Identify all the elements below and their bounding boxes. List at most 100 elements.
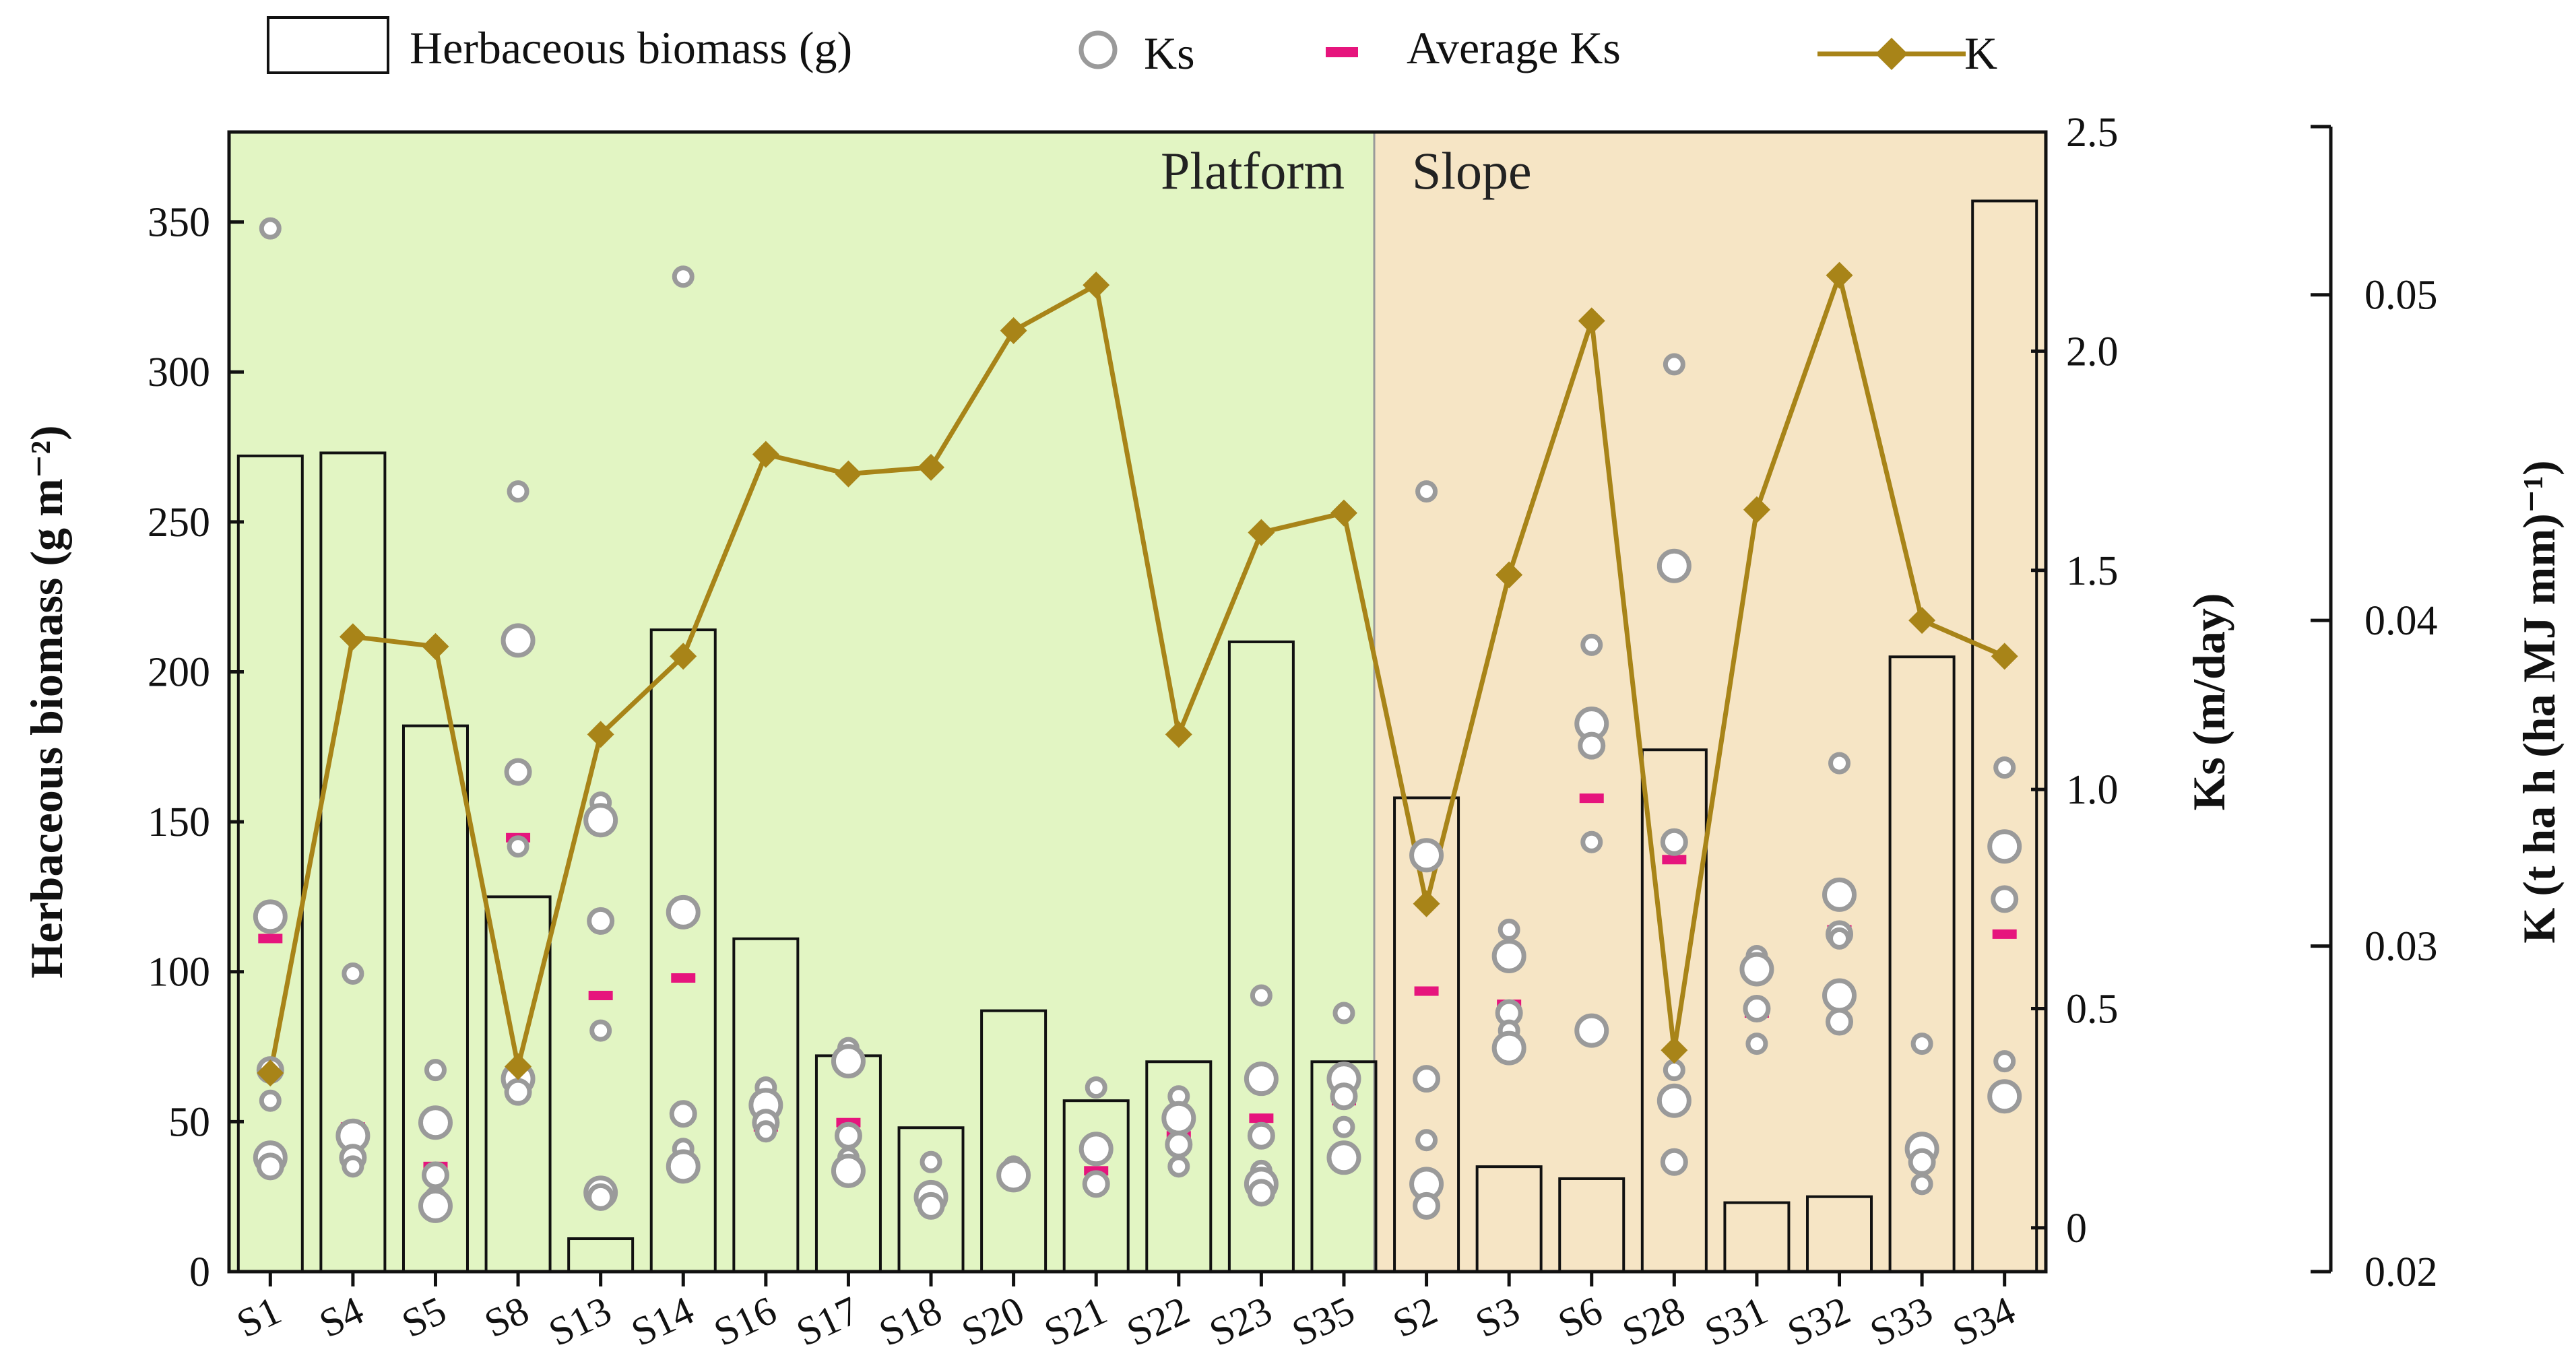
ks-point-S33-3 — [1910, 1173, 1933, 1196]
legend-biomass-label: Herbaceous biomass (g) — [410, 22, 852, 73]
ks-point-S28-1 — [1656, 548, 1692, 583]
ks-point-S22-1 — [1161, 1101, 1196, 1136]
ks-point-S32-5 — [1826, 1008, 1854, 1036]
ks-point-S23-0 — [1250, 984, 1273, 1007]
k-marker-S14 — [670, 643, 697, 670]
k-line-path — [267, 273, 2006, 1074]
ks-point-S1-5 — [256, 1152, 284, 1181]
ks-point-S6-0 — [1580, 633, 1603, 656]
ks-point-S2-5 — [1413, 1191, 1441, 1220]
k-marker-S8 — [505, 1053, 532, 1080]
ks-point-S34-4 — [1987, 1079, 2022, 1114]
ks-point-S32-4 — [1822, 978, 1857, 1013]
k-marker-S31 — [1743, 496, 1770, 523]
ks-axis: 0 0.5 1.0 1.5 2.0 2.5 — [2031, 110, 2119, 1251]
ks-point-S8-1 — [501, 623, 536, 658]
ks-point-S31-2 — [1743, 995, 1771, 1023]
ks-point-S13-1 — [583, 803, 618, 838]
ks-tick-label-5: 2.5 — [2066, 110, 2119, 156]
ks-point-S13-5 — [587, 1183, 615, 1211]
plot-frame — [227, 130, 2048, 1274]
left-tick-label-1: 50 — [168, 1099, 210, 1145]
k-series-markers — [257, 261, 2018, 1087]
ks-point-S6-2 — [1578, 731, 1606, 760]
legend: Herbaceous biomass (g) Ks Average Ks K — [267, 16, 1997, 79]
ks-tick-label-1: 0.5 — [2066, 987, 2119, 1033]
k-marker-S2 — [1413, 890, 1440, 917]
ks-point-S23-5 — [1247, 1179, 1275, 1207]
ks-point-S8-3 — [507, 835, 529, 858]
ks-point-S22-2 — [1165, 1130, 1193, 1158]
legend-average-ks-marker — [1326, 47, 1358, 57]
slope-region — [1374, 132, 2046, 1272]
left-tick-label-3: 150 — [148, 799, 210, 845]
ks-point-S31-1 — [1739, 952, 1774, 987]
ks-tick-label-4: 2.0 — [2066, 329, 2119, 374]
ks-point-S3-0 — [1498, 918, 1520, 941]
ks-point-S14-2 — [669, 1100, 697, 1128]
k-axis: 0.02 0.03 0.04 0.05 — [2311, 125, 2438, 1295]
ks-point-S18-0 — [920, 1150, 942, 1173]
ks-point-S3-1 — [1491, 938, 1526, 973]
k-marker-S35 — [1330, 499, 1357, 527]
k-marker-S16 — [752, 440, 779, 468]
ks-tick-label-0: 0 — [2066, 1206, 2087, 1251]
legend-ks-label: Ks — [1144, 28, 1195, 79]
ks-point-S28-0 — [1663, 353, 1685, 376]
ks-point-S32-3 — [1828, 927, 1851, 950]
ks-point-S23-1 — [1244, 1061, 1279, 1097]
k-marker-S22 — [1165, 721, 1192, 748]
left-tick-label-5: 250 — [148, 500, 210, 546]
ks-point-S14-1 — [666, 894, 701, 929]
ks-point-S14-4 — [666, 1149, 701, 1184]
ks-point-S32-0 — [1828, 752, 1851, 775]
ks-tick-label-2: 1.0 — [2066, 767, 2119, 813]
k-marker-S23 — [1248, 519, 1275, 546]
ks-point-S20-1 — [996, 1158, 1031, 1193]
ks-point-S14-0 — [672, 265, 695, 288]
ks-point-S35-3 — [1332, 1115, 1355, 1138]
slope-label: Slope — [1412, 141, 1532, 200]
ks-point-S2-2 — [1413, 1065, 1441, 1093]
ks-point-S34-2 — [1991, 885, 2019, 913]
ks-point-S1-3 — [259, 1089, 282, 1112]
ks-point-S17-4 — [831, 1153, 866, 1188]
k-marker-S18 — [917, 453, 945, 481]
ks-point-S21-0 — [1085, 1076, 1107, 1099]
ks-point-S6-4 — [1574, 1013, 1609, 1048]
ks-point-S4-0 — [342, 962, 364, 985]
legend-k-label: K — [1964, 28, 1997, 79]
ks-tick-label-3: 1.5 — [2066, 548, 2119, 594]
ks-point-S8-0 — [507, 480, 529, 503]
ks-point-S4-3 — [342, 1155, 364, 1178]
average-ks-mark-S1 — [258, 934, 283, 944]
left-axis-title: Herbaceous biomass (g m⁻²) — [21, 425, 72, 978]
left-tick-label-4: 200 — [148, 649, 210, 695]
k-marker-S4 — [339, 623, 366, 651]
ks-point-S2-1 — [1409, 838, 1444, 873]
ks-point-S1-1 — [253, 899, 288, 934]
ks-point-S5-2 — [421, 1161, 449, 1189]
k-marker-S34 — [1991, 643, 2018, 670]
k-tick-label-3: 0.05 — [2364, 273, 2438, 319]
average-ks-mark-S23 — [1249, 1113, 1274, 1123]
ks-point-S23-2 — [1247, 1121, 1275, 1150]
ks-axis-title: Ks (m/day) — [2183, 593, 2234, 811]
average-ks-mark-S2 — [1414, 986, 1439, 996]
ks-point-S34-0 — [1993, 756, 2016, 779]
platform-label: Platform — [1161, 141, 1345, 200]
ks-point-S2-0 — [1415, 480, 1438, 503]
average-ks-mark-S28 — [1662, 855, 1687, 865]
k-marker-S33 — [1908, 607, 1936, 634]
left-tick-label-2: 100 — [148, 950, 210, 995]
ks-point-S13-2 — [587, 907, 615, 935]
ks-point-S21-2 — [1082, 1170, 1110, 1198]
ks-point-S8-2 — [504, 758, 532, 786]
k-marker-S21 — [1083, 271, 1110, 299]
k-marker-S3 — [1495, 561, 1523, 589]
ks-point-S5-4 — [418, 1188, 453, 1223]
ks-point-S35-2 — [1330, 1082, 1358, 1111]
ks-point-S31-3 — [1745, 1033, 1768, 1055]
legend-k-marker — [1875, 38, 1908, 70]
